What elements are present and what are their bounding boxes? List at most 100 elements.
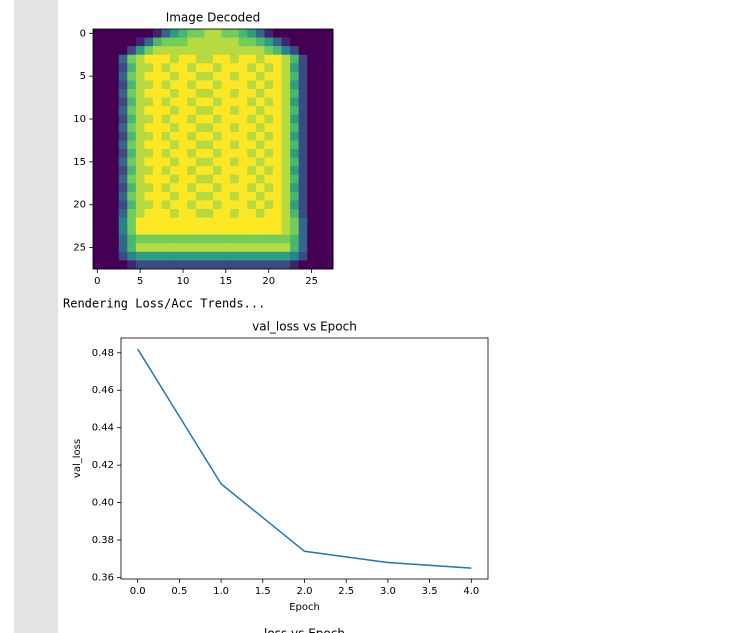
pixel	[264, 174, 274, 184]
pixel	[178, 166, 188, 176]
line	[137, 348, 472, 569]
pixel	[178, 63, 188, 73]
pixel	[307, 106, 317, 116]
pixel	[153, 123, 162, 133]
pixel	[298, 71, 308, 81]
pixel	[230, 191, 240, 201]
pixel	[135, 63, 145, 73]
pixel	[307, 63, 317, 73]
pixel	[255, 123, 265, 133]
pixel	[187, 140, 197, 150]
pixel	[264, 260, 274, 270]
pixel	[221, 183, 231, 193]
pixel	[324, 166, 334, 176]
pixel	[187, 114, 197, 124]
pixel	[281, 149, 291, 158]
pixel	[161, 140, 171, 150]
pixel	[118, 234, 128, 244]
cell-gutter	[14, 0, 58, 633]
pixel	[93, 114, 102, 124]
pixel	[273, 174, 282, 184]
pixel	[127, 89, 137, 98]
pixel	[195, 54, 205, 64]
x-tick-label: 2.0	[297, 586, 313, 597]
y-tick-label: 0.48	[92, 348, 114, 359]
pixel	[315, 166, 325, 176]
pixel	[170, 29, 180, 38]
pixel	[195, 217, 205, 227]
pixel	[135, 234, 145, 244]
pixel	[93, 209, 102, 218]
pixel	[187, 131, 197, 141]
pixel	[290, 157, 300, 167]
pixel	[307, 251, 317, 261]
pixel	[273, 71, 282, 81]
pixel	[101, 191, 111, 201]
pixel	[281, 200, 291, 210]
pixel	[204, 217, 214, 227]
pixel	[238, 166, 248, 176]
pixel	[170, 97, 180, 107]
pixel	[144, 183, 154, 193]
pixel	[93, 217, 102, 227]
pixel	[170, 209, 180, 218]
x-tick-label: 3.5	[422, 586, 438, 597]
pixel	[298, 260, 308, 270]
pixel	[187, 200, 197, 210]
pixel	[230, 209, 240, 218]
y-tick-label: 15	[73, 157, 86, 168]
pixel	[230, 46, 240, 56]
pixel	[161, 123, 171, 133]
pixel	[238, 46, 248, 56]
pixel	[324, 46, 334, 56]
pixel	[127, 149, 137, 158]
pixel	[195, 157, 205, 167]
pixel	[144, 149, 154, 158]
pixel	[221, 200, 231, 210]
pixel	[93, 29, 102, 38]
pixel	[221, 234, 231, 244]
pixel	[144, 140, 154, 150]
pixel	[93, 63, 102, 73]
pixel	[118, 89, 128, 98]
pixel	[144, 80, 154, 90]
pixel	[324, 71, 334, 81]
pixel	[307, 243, 317, 253]
pixel	[238, 37, 248, 47]
pixel	[281, 71, 291, 81]
y-tick-label: 0	[80, 28, 86, 39]
pixel	[307, 37, 317, 47]
pixel	[101, 89, 111, 98]
pixel	[273, 243, 282, 253]
pixel	[307, 209, 317, 218]
pixel	[161, 131, 171, 141]
pixel	[213, 54, 222, 64]
pixel	[324, 140, 334, 150]
pixel	[195, 200, 205, 210]
pixel	[238, 217, 248, 227]
pixel	[101, 234, 111, 244]
pixel	[247, 54, 257, 64]
pixel	[238, 251, 248, 261]
pixel	[230, 226, 240, 236]
pixel	[153, 226, 162, 236]
pixel	[281, 251, 291, 261]
pixel	[101, 140, 111, 150]
pixel	[195, 29, 205, 38]
pixel	[315, 209, 325, 218]
pixel	[144, 63, 154, 73]
pixel	[281, 174, 291, 184]
pixel	[307, 166, 317, 176]
pixel	[324, 29, 334, 38]
pixel	[324, 54, 334, 64]
pixel	[264, 106, 274, 116]
pixel	[93, 183, 102, 193]
pixel	[230, 71, 240, 81]
pixel	[187, 89, 197, 98]
pixel	[324, 37, 334, 47]
pixel	[281, 123, 291, 133]
pixel	[127, 166, 137, 176]
pixel	[281, 260, 291, 270]
pixel	[221, 149, 231, 158]
pixel	[195, 243, 205, 253]
